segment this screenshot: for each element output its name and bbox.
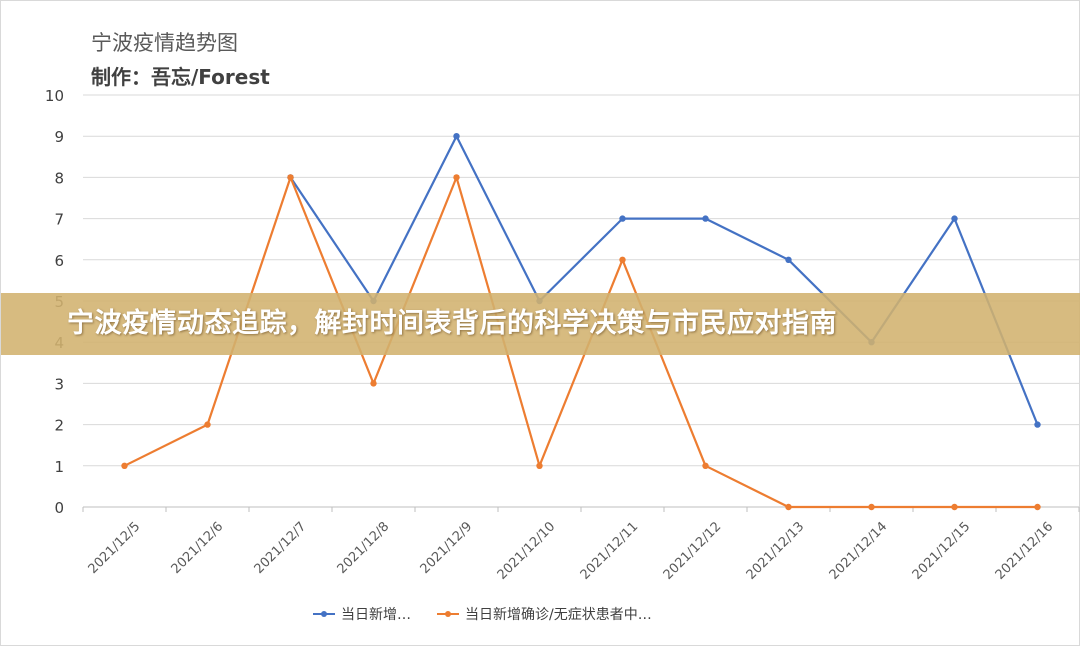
data-point-series-2 [121, 462, 128, 469]
data-point-series-1 [453, 133, 460, 140]
chart-subtitle: 制作：吾忘/Forest [91, 65, 270, 89]
legend-label-series-1: 当日新增… [341, 607, 411, 623]
data-point-series-2 [453, 174, 460, 181]
x-tick-label: 2021/12/11 [578, 519, 642, 583]
data-point-series-2 [1034, 503, 1041, 511]
data-point-series-1 [702, 215, 709, 222]
y-tick-label: 7 [54, 211, 64, 229]
data-point-series-2 [204, 421, 211, 428]
data-point-series-2 [785, 503, 792, 511]
y-tick-label: 3 [54, 375, 64, 393]
x-tick-label: 2021/12/12 [661, 519, 725, 583]
series-line-1 [289, 135, 1039, 426]
data-point-series-1 [1034, 421, 1041, 428]
legend: 当日新增… 当日新增确诊/无症状患者中… [313, 603, 678, 625]
data-point-series-2 [868, 503, 875, 511]
x-tick-label: 2021/12/13 [744, 519, 808, 583]
x-tick-label: 2021/12/14 [827, 519, 891, 583]
data-point-series-2 [619, 256, 626, 263]
legend-item-series-1: 当日新增… [313, 604, 411, 624]
overlay-banner-text: 宁波疫情动态追踪，解封时间表背后的科学决策与市民应对指南 [67, 308, 837, 339]
data-point-series-2 [702, 462, 709, 469]
x-tick-label: 2021/12/6 [169, 519, 227, 577]
data-point-series-1 [951, 215, 958, 222]
x-tick-label: 2021/12/16 [993, 519, 1057, 583]
y-tick-label: 8 [54, 169, 64, 187]
series-line-2 [124, 176, 1038, 509]
x-tick-label: 2021/12/7 [252, 519, 310, 577]
legend-swatch-series-2 [437, 609, 459, 619]
y-tick-label: 0 [54, 499, 64, 517]
legend-label-series-2: 当日新增确诊/无症状患者中… [465, 607, 652, 623]
x-axis-ticks: 2021/12/5 2021/12/6 2021/12/7 2021/12/8 2021… [82, 507, 1080, 583]
overlay-banner [1, 293, 1080, 355]
y-tick-label: 1 [54, 458, 64, 476]
data-point-series-2 [536, 462, 543, 469]
data-point-series-2 [370, 380, 377, 387]
x-tick-label: 2021/12/15 [910, 519, 974, 583]
y-tick-label: 9 [54, 128, 64, 146]
x-tick-label: 2021/12/10 [495, 519, 559, 583]
x-tick-label: 2021/12/9 [418, 519, 476, 577]
data-point-series-1 [785, 256, 792, 263]
legend-swatch-series-1 [313, 609, 335, 619]
x-tick-label: 2021/12/5 [86, 519, 144, 577]
legend-item-series-2: 当日新增确诊/无症状患者中… [437, 604, 652, 624]
data-point-series-2 [287, 174, 294, 181]
data-point-series-2 [951, 503, 958, 511]
y-tick-label: 2 [54, 417, 64, 435]
x-tick-label: 2021/12/8 [335, 519, 393, 577]
data-point-series-1 [619, 215, 626, 222]
chart-title: 宁波疫情趋势图 [91, 31, 238, 55]
y-tick-label: 6 [54, 252, 64, 270]
y-tick-label: 10 [45, 87, 64, 105]
